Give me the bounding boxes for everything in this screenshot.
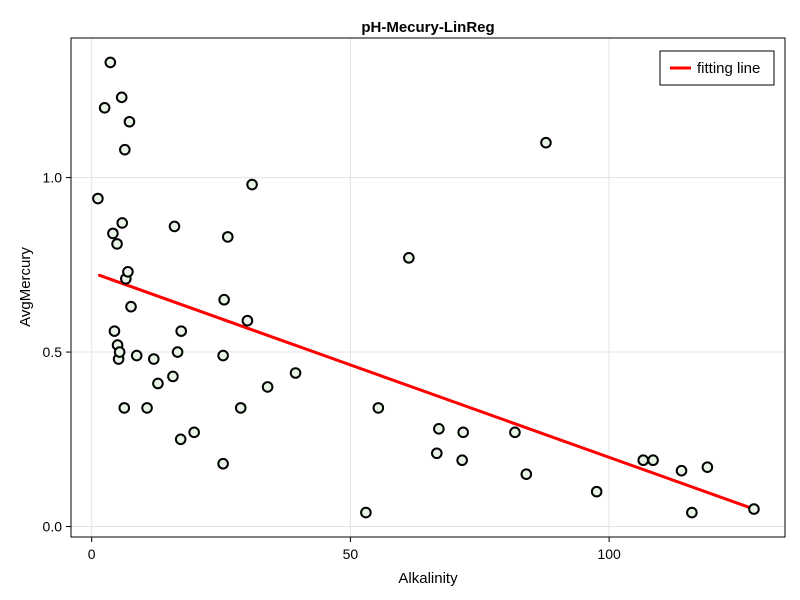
y-tick-label: 1.0 (43, 170, 63, 186)
x-tick-label: 100 (597, 546, 621, 562)
data-point (168, 220, 181, 233)
data-point (218, 293, 230, 306)
data-point (647, 454, 659, 467)
data-point (520, 468, 533, 480)
y-tick-label: 0.5 (43, 344, 63, 360)
data-point (372, 402, 385, 414)
data-point (748, 503, 760, 515)
data-point (115, 91, 128, 104)
fitting-line-group (97, 273, 756, 511)
y-axis-label: AvgMercury (17, 247, 34, 327)
data-point (147, 353, 160, 365)
gridlines (71, 38, 785, 537)
data-point (111, 238, 123, 250)
x-tick-label: 50 (343, 546, 359, 562)
data-point (241, 314, 254, 327)
y-tick-label: 0.0 (43, 519, 63, 535)
chart-title: pH-Mecury-LinReg (361, 19, 494, 36)
data-point (104, 56, 117, 69)
y-axis-ticks: 0.0 0.5 1.0 (43, 170, 71, 535)
plot-area (70, 37, 786, 538)
data-point (167, 370, 179, 383)
data-point (98, 101, 111, 114)
data-point (246, 178, 258, 191)
data-point (92, 192, 104, 205)
legend-label: fitting line (697, 60, 760, 77)
scatter-points (92, 56, 760, 519)
data-point (509, 426, 521, 439)
data-point (430, 447, 443, 460)
data-point (217, 457, 229, 470)
x-axis-label: Alkalinity (398, 570, 458, 587)
data-point (130, 349, 143, 362)
data-point (119, 143, 131, 156)
data-point (107, 227, 119, 240)
data-point (125, 300, 137, 313)
data-point (637, 454, 650, 467)
data-point (174, 433, 187, 446)
data-point (188, 426, 200, 439)
data-point (289, 367, 302, 379)
data-point (686, 506, 698, 519)
data-point (152, 377, 164, 390)
data-point (701, 461, 714, 474)
data-point (113, 346, 126, 358)
data-point (116, 217, 129, 229)
data-point (122, 265, 134, 278)
fitting-line (97, 273, 756, 511)
data-point (123, 115, 136, 128)
x-tick-label: 0 (88, 546, 96, 562)
legend: fitting line (659, 50, 775, 86)
data-point (433, 423, 445, 435)
data-point (118, 402, 131, 414)
data-point (261, 381, 274, 393)
data-point (675, 464, 688, 477)
data-point (457, 426, 469, 439)
data-point (456, 454, 468, 467)
data-point (360, 506, 372, 519)
data-point (141, 402, 153, 414)
data-point (221, 231, 234, 243)
data-point (590, 485, 603, 498)
data-point (217, 349, 229, 362)
data-point (234, 402, 247, 414)
data-point (403, 252, 415, 264)
data-point (175, 325, 188, 337)
x-axis-ticks: 0 50 100 (88, 537, 621, 562)
data-point (108, 325, 121, 337)
data-point (171, 346, 184, 358)
data-point (540, 136, 552, 149)
